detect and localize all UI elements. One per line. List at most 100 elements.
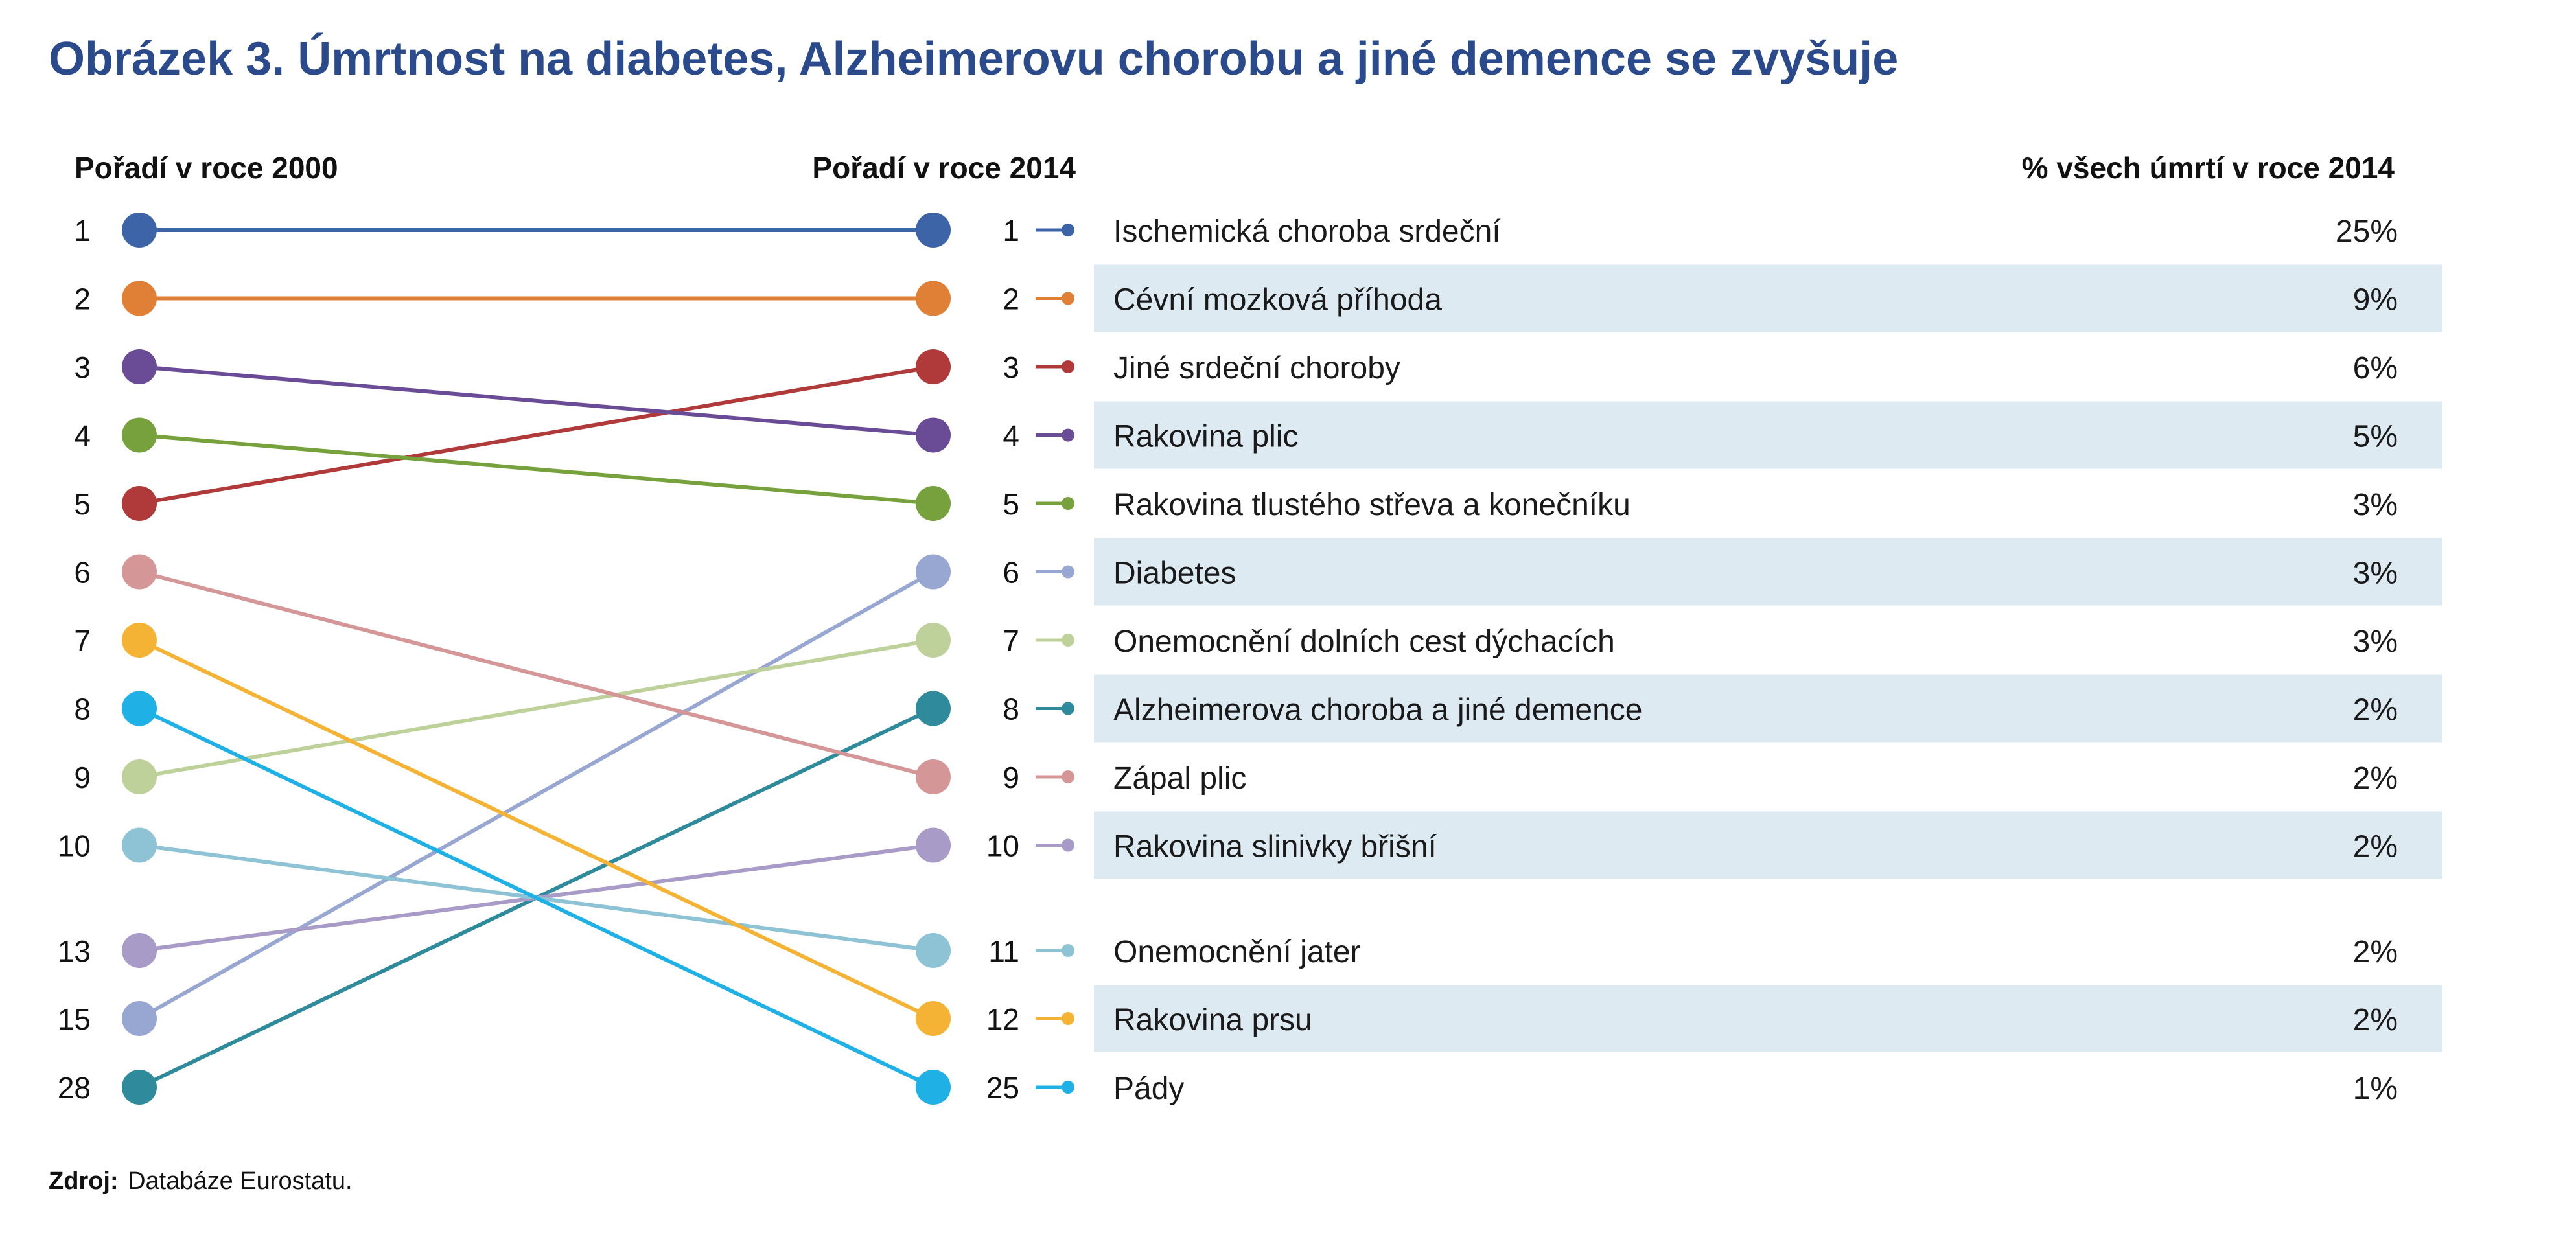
row-band <box>1094 401 2442 469</box>
source-note: Zdroj: Databáze Eurostatu. <box>49 1168 353 1195</box>
cause-label: Jiné srdeční choroby <box>1113 351 1400 386</box>
cause-label: Rakovina tlustého střeva a konečníku <box>1113 488 1630 522</box>
cause-label: Pády <box>1113 1072 1184 1106</box>
rank-2014-label: 1 <box>1003 214 1019 248</box>
cause-label: Cévní mozková příhoda <box>1113 283 1442 317</box>
rank-2014-label: 7 <box>1003 624 1019 658</box>
point-2014 <box>916 691 951 726</box>
rank-2014-label: 6 <box>1003 556 1019 590</box>
legend-dot <box>1062 497 1074 510</box>
point-2000 <box>122 933 157 968</box>
point-2014 <box>916 933 951 968</box>
share-value: 2% <box>2353 693 2398 728</box>
point-2014 <box>916 623 951 658</box>
source-text: Databáze Eurostatu. <box>128 1168 352 1195</box>
slope-line <box>139 638 934 779</box>
point-2014 <box>916 759 951 794</box>
legend-dot <box>1062 292 1074 305</box>
legend-dot <box>1062 770 1074 783</box>
rank-2014-label: 10 <box>986 829 1019 863</box>
point-2014 <box>916 486 951 521</box>
point-2014 <box>916 827 951 863</box>
cause-label: Onemocnění dolních cest dýchacích <box>1113 625 1615 659</box>
point-2000 <box>122 623 157 658</box>
row-band <box>1094 538 2442 606</box>
rank-2000-label: 6 <box>74 556 91 590</box>
legend-dot <box>1062 1081 1074 1094</box>
rank-2014-label: 25 <box>986 1071 1019 1105</box>
legend-dot <box>1062 702 1074 715</box>
rank-2014-label: 3 <box>1003 351 1019 384</box>
share-value: 5% <box>2353 420 2398 454</box>
slope-line <box>139 365 934 505</box>
point-2000 <box>122 827 157 863</box>
row-bands <box>1094 264 2442 1052</box>
legend-dot <box>1062 634 1074 647</box>
slope-line <box>138 638 934 1020</box>
share-value: 2% <box>2353 761 2398 796</box>
point-2000 <box>122 281 157 316</box>
header-share-2014: % všech úmrtí v roce 2014 <box>2022 151 2395 185</box>
share-value: 2% <box>2353 1003 2398 1037</box>
legend-dot <box>1062 360 1074 373</box>
point-2000 <box>122 1001 157 1036</box>
share-value: 9% <box>2353 283 2398 317</box>
rank-2000-label: 4 <box>74 419 91 453</box>
rank-2014-label: 12 <box>986 1002 1019 1036</box>
rank-2000-label: 28 <box>58 1071 91 1105</box>
row-band <box>1094 811 2442 879</box>
point-2014 <box>916 1001 951 1036</box>
share-value: 1% <box>2353 1072 2398 1106</box>
cause-label: Diabetes <box>1113 557 1236 591</box>
legend-dot <box>1062 565 1074 579</box>
point-2000 <box>122 759 157 794</box>
point-2000 <box>122 1070 157 1105</box>
chart-title: Obrázek 3. Úmrtnost na diabetes, Alzheim… <box>49 32 1898 85</box>
rank-2014-label: 11 <box>988 934 1019 968</box>
point-2014 <box>916 281 951 316</box>
point-2000 <box>122 417 157 453</box>
legend-dot <box>1062 1012 1074 1025</box>
rank-2000-label: 1 <box>74 214 91 248</box>
share-value: 2% <box>2353 830 2398 864</box>
cause-label: Rakovina prsu <box>1113 1003 1312 1037</box>
point-2000 <box>122 349 157 384</box>
slope-line <box>138 570 934 1020</box>
rank-2000-label: 7 <box>74 624 91 658</box>
point-2000 <box>122 554 157 590</box>
slope-lines <box>138 228 934 1089</box>
row-band <box>1094 264 2442 332</box>
cause-label: Rakovina plic <box>1113 420 1298 454</box>
rank-2000-label: 2 <box>74 282 91 316</box>
rank-2000-label: 15 <box>58 1002 91 1036</box>
cause-label: Onemocnění jater <box>1113 935 1361 969</box>
slope-line <box>138 706 934 1089</box>
legend-dot <box>1062 428 1074 442</box>
rank-2014-label: 5 <box>1003 487 1019 521</box>
slope-line <box>139 365 934 437</box>
rank-2000-label: 3 <box>74 351 91 384</box>
legend-dot <box>1062 224 1074 236</box>
rank-2014-label: 4 <box>1003 419 1019 453</box>
point-2014 <box>916 417 951 453</box>
svg-text:Zdroj: Databáze Eurost: Zdroj: Databáze Eurostatu. <box>49 1168 353 1195</box>
point-2014 <box>916 554 951 590</box>
row-band <box>1094 985 2442 1052</box>
share-value: 25% <box>2336 214 2398 249</box>
row-band <box>1094 674 2442 743</box>
rank-2000-label: 10 <box>58 829 91 863</box>
header-rank-2000: Pořadí v roce 2000 <box>75 151 338 185</box>
rank-2014-label: 8 <box>1003 693 1019 726</box>
header-rank-2014: Pořadí v roce 2014 <box>812 151 1076 185</box>
point-2014 <box>916 349 951 384</box>
cause-label: Alzheimerova choroba a jiné demence <box>1113 693 1642 728</box>
rank-2000-label: 9 <box>74 761 91 794</box>
point-2014 <box>916 1070 951 1105</box>
rank-2000-label: 13 <box>58 934 91 968</box>
rank-2014-label: 2 <box>1003 282 1019 316</box>
rank-2014-label: 9 <box>1003 761 1019 794</box>
cause-label: Zápal plic <box>1113 761 1246 796</box>
